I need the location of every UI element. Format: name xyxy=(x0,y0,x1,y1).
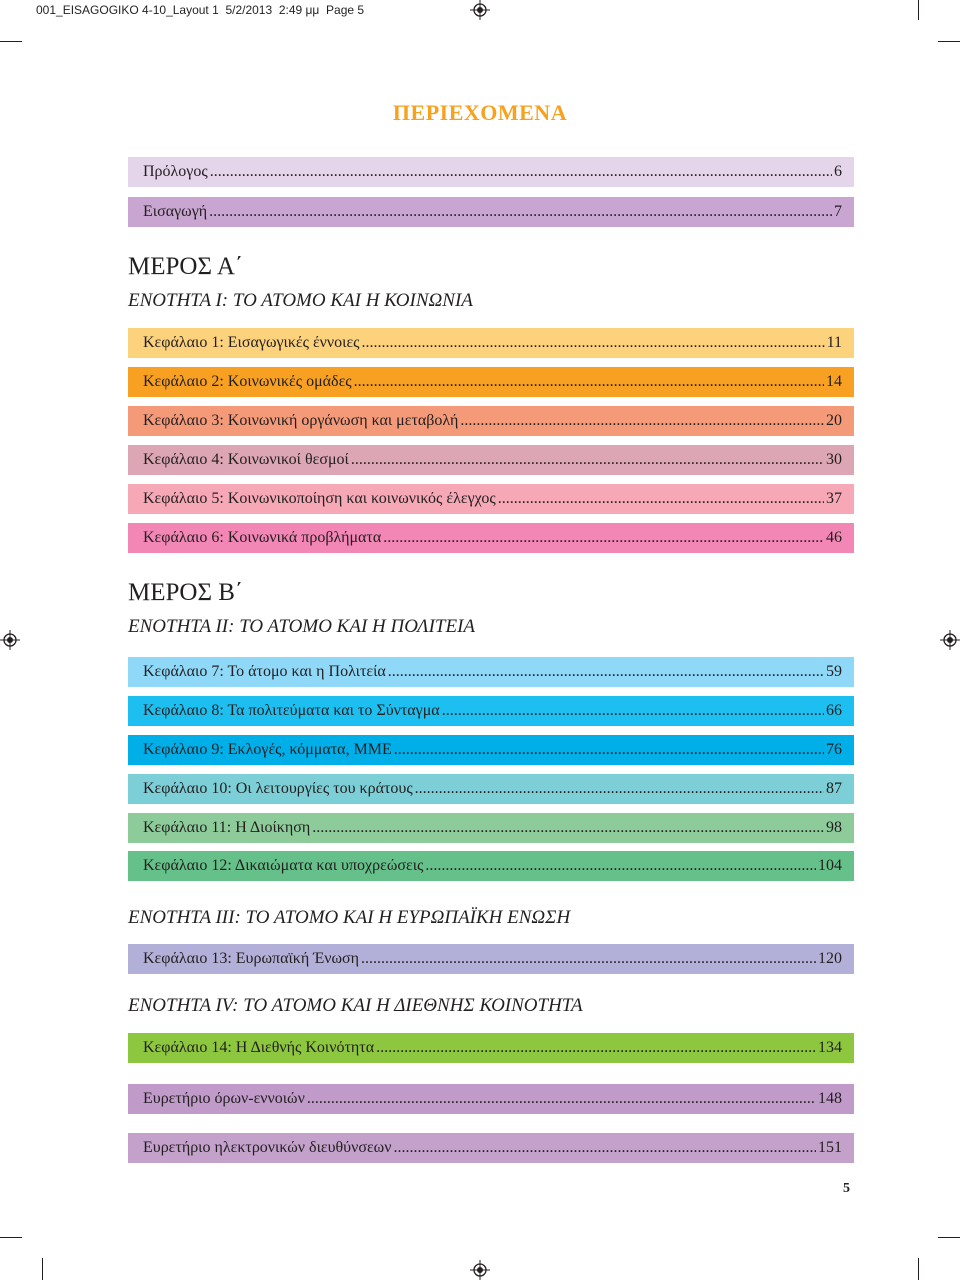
dot-leader xyxy=(415,780,824,798)
toc-entry-label: Κεφάλαιο 11: Η Διοίκηση xyxy=(143,819,311,836)
registration-mark-icon xyxy=(0,630,20,650)
toc-entry-page: 14 xyxy=(826,373,842,390)
toc-entry-page: 134 xyxy=(818,1039,842,1056)
toc-entry-page: 6 xyxy=(834,163,842,180)
toc-entry-index-web[interactable]: Ευρετήριο ηλεκτρονικών διευθύνσεων 151 xyxy=(128,1133,854,1163)
registration-mark-icon xyxy=(470,1260,490,1280)
toc-entry-page: 7 xyxy=(834,203,842,220)
dot-leader xyxy=(307,1090,816,1108)
toc-entry-label: Ευρετήριο ηλεκτρονικών διευθύνσεων xyxy=(143,1139,392,1156)
toc-entry-chapter-4[interactable]: Κεφάλαιο 4: Κοινωνικοί θεσμοί 30 xyxy=(128,445,854,475)
toc-entry-page: 76 xyxy=(826,741,842,758)
page-title: ΠΕΡΙΕΧΟΜΕΝΑ xyxy=(392,100,568,125)
toc-entry-label: Κεφάλαιο 9: Εκλογές, κόμματα, ΜΜΕ xyxy=(143,741,392,758)
toc-entry-page: 11 xyxy=(826,334,842,351)
dot-leader xyxy=(361,950,816,968)
part-a-heading: ΜΕΡΟΣ Α΄ xyxy=(128,253,244,280)
registration-mark-icon xyxy=(470,0,490,20)
dot-leader xyxy=(210,163,832,181)
toc-entry-chapter-2[interactable]: Κεφάλαιο 2: Κοινωνικές ομάδες 14 xyxy=(128,367,854,397)
toc-entry-label: Κεφάλαιο 12: Δικαιώματα και υποχρεώσεις xyxy=(143,857,424,874)
dot-leader xyxy=(498,490,824,508)
toc-entry-page: 46 xyxy=(826,529,842,546)
toc-entry-label: Κεφάλαιο 13: Ευρωπαϊκή Ένωση xyxy=(143,950,360,967)
toc-entry-label: Κεφάλαιο 6: Κοινωνικά προβλήματα xyxy=(143,529,382,546)
toc-entry-chapter-7[interactable]: Κεφάλαιο 7: Το άτομο και η Πολιτεία 59 xyxy=(128,657,854,687)
toc-entry-page: 59 xyxy=(826,663,842,680)
part-b-heading: ΜΕΡΟΣ Β΄ xyxy=(128,579,244,606)
dot-leader xyxy=(442,702,824,720)
dot-leader xyxy=(351,451,824,469)
toc-entry-chapter-6[interactable]: Κεφάλαιο 6: Κοινωνικά προβλήματα 46 xyxy=(128,523,854,553)
toc-entry-page: 98 xyxy=(826,819,842,836)
toc-entry-chapter-11[interactable]: Κεφάλαιο 11: Η Διοίκηση 98 xyxy=(128,813,854,843)
crop-mark xyxy=(918,1258,919,1280)
toc-entry-page: 66 xyxy=(826,702,842,719)
crop-mark xyxy=(918,0,919,20)
toc-entry-label: Κεφάλαιο 10: Οι λειτουργίες του κράτους xyxy=(143,780,413,797)
crop-mark xyxy=(938,1237,960,1238)
toc-entry-chapter-5[interactable]: Κεφάλαιο 5: Κοινωνικοποίηση και κοινωνικ… xyxy=(128,484,854,514)
toc-entry-page: 120 xyxy=(818,950,842,967)
toc-entry-chapter-1[interactable]: Κεφάλαιο 1: Εισαγωγικές έννοιες 11 xyxy=(128,328,854,358)
toc-entry-label: Κεφάλαιο 7: Το άτομο και η Πολιτεία xyxy=(143,663,386,680)
toc-entry-chapter-13[interactable]: Κεφάλαιο 13: Ευρωπαϊκή Ένωση 120 xyxy=(128,944,854,974)
toc-entry-chapter-9[interactable]: Κεφάλαιο 9: Εκλογές, κόμματα, ΜΜΕ 76 xyxy=(128,735,854,765)
toc-entry-page: 30 xyxy=(826,451,842,468)
dot-leader xyxy=(460,412,824,430)
toc-entry-label: Κεφάλαιο 4: Κοινωνικοί θεσμοί xyxy=(143,451,349,468)
toc-entry-page: 151 xyxy=(818,1139,842,1156)
unit-2-heading: ΕΝΟΤΗΤΑ II: ΤΟ ΑΤΟΜΟ ΚΑΙ Η ΠΟΛΙΤΕΙΑ xyxy=(128,616,476,637)
dot-leader xyxy=(425,857,816,875)
unit-4-heading: ΕΝΟΤΗΤΑ IV: ΤΟ ΑΤΟΜΟ ΚΑΙ Η ΔΙΕΘΝΗΣ ΚΟΙΝΟ… xyxy=(128,995,583,1016)
toc-entry-label: Εισαγωγή xyxy=(143,203,208,220)
toc-entry-chapter-10[interactable]: Κεφάλαιο 10: Οι λειτουργίες του κράτους 8… xyxy=(128,774,854,804)
crop-mark xyxy=(0,41,22,42)
toc-entry-label: Κεφάλαιο 1: Εισαγωγικές έννοιες xyxy=(143,334,360,351)
crop-mark xyxy=(42,1258,43,1280)
dot-leader xyxy=(376,1039,816,1057)
dot-leader xyxy=(394,741,824,759)
toc-entry-label: Κεφάλαιο 3: Κοινωνική οργάνωση και μεταβ… xyxy=(143,412,459,429)
registration-mark-icon xyxy=(940,630,960,650)
dot-leader xyxy=(362,334,825,352)
toc-entry-chapter-14[interactable]: Κεφάλαιο 14: Η Διεθνής Κοινότητα 134 xyxy=(128,1033,854,1063)
toc-entry-label: Πρόλογος xyxy=(143,163,208,180)
print-slug: 001_EISAGOGIKO 4-10_Layout 1 5/2/2013 2:… xyxy=(36,3,365,17)
toc-entry-chapter-8[interactable]: Κεφάλαιο 8: Τα πολιτεύματα και το Σύνταγ… xyxy=(128,696,854,726)
toc-entry-label: Κεφάλαιο 5: Κοινωνικοποίηση και κοινωνικ… xyxy=(143,490,496,507)
toc-entry-page: 87 xyxy=(826,780,842,797)
dot-leader xyxy=(383,529,824,547)
crop-mark xyxy=(938,41,960,42)
unit-3-heading: ΕΝΟΤΗΤΑ III: ΤΟ ΑΤΟΜΟ ΚΑΙ Η ΕΥΡΩΠΑΪΚΗ ΕΝ… xyxy=(128,907,571,928)
dot-leader xyxy=(388,663,824,681)
toc-entry-page: 148 xyxy=(818,1090,842,1107)
toc-entry-page: 104 xyxy=(818,857,842,874)
dot-leader xyxy=(354,373,824,391)
toc-entry-prologue[interactable]: Πρόλογος 6 xyxy=(128,157,854,187)
toc-entry-chapter-12[interactable]: Κεφάλαιο 12: Δικαιώματα και υποχρεώσεις 1… xyxy=(128,851,854,881)
unit-1-heading: ΕΝΟΤΗΤΑ I: ΤΟ ΑΤΟΜΟ ΚΑΙ Η ΚΟΙΝΩΝΙΑ xyxy=(128,290,473,311)
toc-entry-label: Κεφάλαιο 8: Τα πολιτεύματα και το Σύνταγ… xyxy=(143,702,440,719)
toc-entry-index-terms[interactable]: Ευρετήριο όρων-εννοιών 148 xyxy=(128,1084,854,1114)
toc-entry-page: 37 xyxy=(826,490,842,507)
toc-entry-chapter-3[interactable]: Κεφάλαιο 3: Κοινωνική οργάνωση και μεταβ… xyxy=(128,406,854,436)
toc-entry-label: Ευρετήριο όρων-εννοιών xyxy=(143,1090,305,1107)
crop-mark xyxy=(0,1237,22,1238)
toc-entry-page: 20 xyxy=(826,412,842,429)
dot-leader xyxy=(312,819,824,837)
dot-leader xyxy=(393,1139,816,1157)
toc-entry-label: Κεφάλαιο 14: Η Διεθνής Κοινότητα xyxy=(143,1039,375,1056)
dot-leader xyxy=(209,203,832,221)
page-number: 5 xyxy=(843,1181,850,1196)
toc-entry-label: Κεφάλαιο 2: Κοινωνικές ομάδες xyxy=(143,373,352,390)
toc-entry-introduction[interactable]: Εισαγωγή 7 xyxy=(128,197,854,227)
